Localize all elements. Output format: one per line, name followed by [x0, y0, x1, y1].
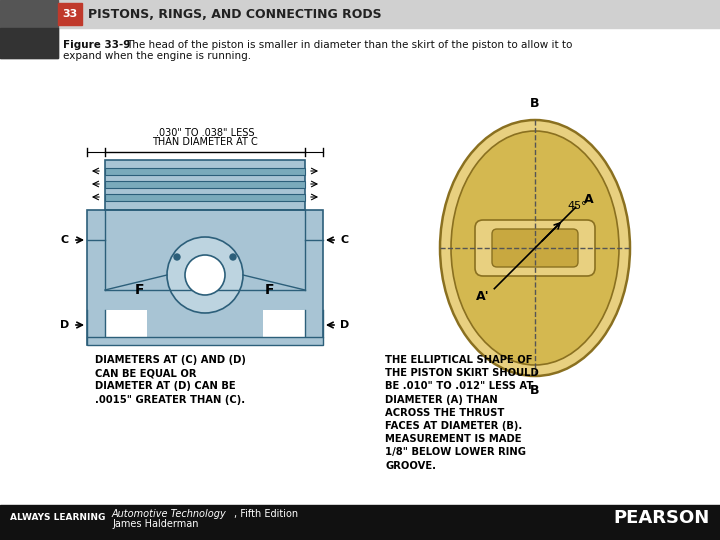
Text: F: F	[265, 283, 275, 297]
Text: D: D	[341, 320, 350, 330]
Circle shape	[185, 255, 225, 295]
Text: B: B	[530, 384, 540, 397]
Bar	[0, 505, 720, 540]
Bar	[105, 168, 305, 175]
Text: D: D	[60, 320, 70, 330]
Text: PEARSON: PEARSON	[613, 509, 710, 527]
Bar	[87, 337, 323, 345]
Bar	[0, 28, 58, 58]
Bar	[0, 0, 720, 28]
Circle shape	[230, 254, 236, 260]
Bar	[105, 194, 305, 201]
Text: .030" TO .038" LESS: .030" TO .038" LESS	[156, 128, 254, 138]
Bar	[87, 210, 323, 345]
Text: THAN DIAMETER AT C: THAN DIAMETER AT C	[152, 137, 258, 147]
Text: The head of the piston is smaller in diameter than the skirt of the piston to al: The head of the piston is smaller in dia…	[126, 40, 572, 50]
Text: James Halderman: James Halderman	[112, 519, 199, 529]
Text: THE ELLIPTICAL SHAPE OF
THE PISTON SKIRT SHOULD
BE .010" TO .012" LESS AT
DIAMET: THE ELLIPTICAL SHAPE OF THE PISTON SKIRT…	[385, 355, 539, 470]
Bar	[105, 181, 305, 188]
Bar	[0, 0, 58, 58]
Text: A': A'	[476, 290, 490, 303]
Bar	[105, 310, 147, 350]
Circle shape	[174, 254, 180, 260]
Text: , Fifth Edition: , Fifth Edition	[234, 509, 298, 519]
Text: B: B	[530, 97, 540, 110]
Text: F: F	[135, 283, 145, 297]
FancyBboxPatch shape	[492, 229, 578, 267]
Text: Automotive Technology: Automotive Technology	[112, 509, 227, 519]
Text: ALWAYS LEARNING: ALWAYS LEARNING	[10, 514, 105, 523]
Text: C: C	[341, 235, 349, 245]
Ellipse shape	[451, 131, 619, 365]
FancyBboxPatch shape	[475, 220, 595, 276]
Text: PISTONS, RINGS, AND CONNECTING RODS: PISTONS, RINGS, AND CONNECTING RODS	[88, 8, 382, 21]
Text: 33: 33	[63, 9, 78, 19]
Text: C: C	[61, 235, 69, 245]
Bar	[263, 310, 305, 350]
Bar	[105, 160, 305, 210]
Text: A: A	[584, 193, 593, 206]
Text: Figure 33-9: Figure 33-9	[63, 40, 130, 50]
Circle shape	[167, 237, 243, 313]
Text: DIAMETERS AT (C) AND (D)
CAN BE EQUAL OR
DIAMETER AT (D) CAN BE
.0015" GREATER T: DIAMETERS AT (C) AND (D) CAN BE EQUAL OR…	[95, 355, 246, 404]
Bar	[58, 3, 82, 25]
Text: 45°: 45°	[567, 201, 587, 211]
Ellipse shape	[440, 120, 630, 376]
Text: expand when the engine is running.: expand when the engine is running.	[63, 51, 251, 61]
